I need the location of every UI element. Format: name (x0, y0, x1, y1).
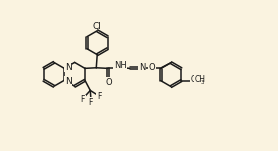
Text: O: O (190, 75, 196, 84)
Text: F: F (97, 92, 101, 101)
Text: N: N (65, 63, 71, 72)
Text: 3: 3 (200, 80, 204, 85)
Text: O: O (105, 78, 112, 87)
Text: F: F (89, 98, 93, 107)
Text: CH: CH (195, 75, 206, 84)
Text: N: N (139, 63, 145, 72)
Text: F: F (81, 95, 85, 104)
Text: N: N (65, 77, 71, 86)
Text: O: O (149, 63, 156, 72)
Text: NH: NH (114, 61, 127, 70)
Text: Cl: Cl (93, 22, 102, 31)
